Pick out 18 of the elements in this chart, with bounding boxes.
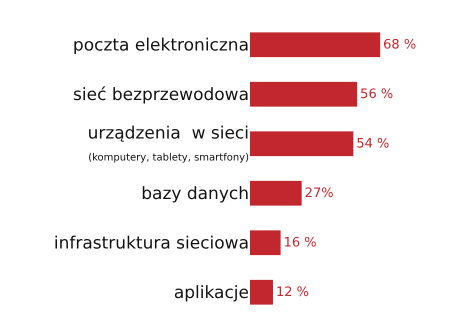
- y-tick-label: infrastruktura sieciowa: [54, 234, 249, 254]
- bar: [250, 131, 354, 156]
- data-label: 54 %: [356, 136, 390, 152]
- y-tick-label: bazy danych: [141, 184, 249, 204]
- bar: [250, 230, 281, 256]
- y-tick-label: aplikacje: [174, 283, 249, 304]
- y-tick-label: urządzenia w sieci (komputery, tablety, smartfony): [88, 124, 250, 164]
- data-label: 56 %: [360, 86, 394, 102]
- y-tick-label: poczta elektroniczna: [72, 36, 249, 56]
- bar: [250, 32, 380, 58]
- bar: [250, 82, 358, 107]
- bar: [250, 280, 273, 305]
- data-label: 16 %: [284, 235, 317, 250]
- data-label: 27%: [304, 186, 334, 201]
- data-label: 12 %: [276, 284, 309, 300]
- bar: [250, 180, 302, 206]
- y-tick-label: sieć bezprzewodowa: [73, 85, 249, 106]
- data-label: 68 %: [383, 37, 416, 52]
